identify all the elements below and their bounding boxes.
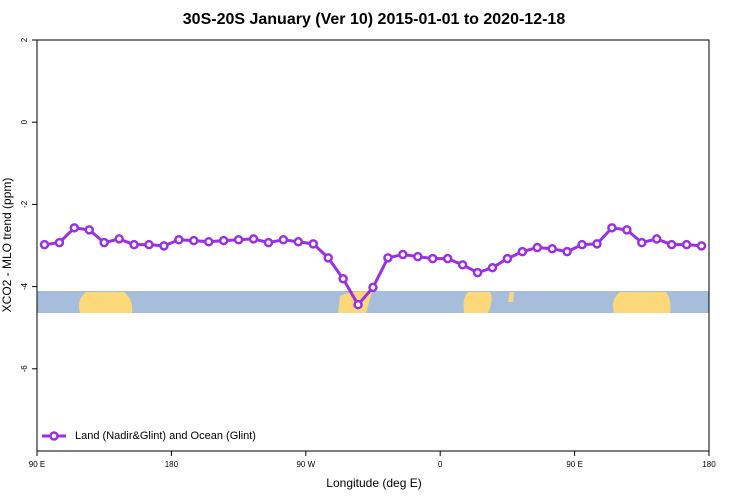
point: [457, 260, 468, 270]
point: [472, 267, 483, 278]
point: [84, 225, 95, 235]
point: [502, 253, 513, 264]
point: [159, 241, 169, 251]
point: [278, 234, 289, 245]
y-tick-label: -6: [20, 365, 29, 373]
point: [144, 239, 154, 250]
x-tick-label: 90 E: [29, 460, 45, 469]
point: [517, 246, 528, 257]
point: [248, 234, 259, 244]
point: [189, 235, 199, 246]
point: [442, 253, 453, 264]
point: [607, 223, 617, 233]
x-tick-label: 90 E: [566, 460, 582, 469]
x-tick-label: 0: [438, 460, 443, 469]
point: [129, 239, 139, 250]
point: [368, 282, 378, 293]
point: [338, 274, 348, 284]
point: [174, 234, 184, 245]
y-tick-label: 2: [20, 37, 29, 42]
point: [203, 237, 214, 247]
point: [637, 237, 647, 248]
point: [99, 237, 109, 248]
point: [39, 239, 50, 250]
point: [293, 237, 304, 247]
point: [622, 225, 632, 235]
point: [681, 239, 692, 250]
x-tick-label: 180: [165, 460, 179, 469]
point: [308, 239, 319, 249]
x-tick-label: 180: [702, 460, 716, 469]
point: [532, 242, 543, 253]
point: [651, 234, 662, 244]
point: [323, 253, 333, 263]
y-axis-label: XCO2 - MLO trend (ppm): [0, 178, 14, 313]
point: [592, 239, 602, 249]
y-tick-label: -2: [20, 200, 29, 208]
y-tick-label: -4: [20, 282, 29, 290]
chart-title: 30S-20S January (Ver 10) 2015-01-01 to 2…: [183, 11, 566, 28]
point: [353, 299, 363, 310]
point: [69, 223, 80, 233]
point: [577, 239, 587, 250]
point: [114, 234, 124, 244]
point: [263, 237, 274, 248]
point: [562, 246, 572, 257]
point: [427, 253, 438, 264]
plot-frame: [36, 39, 710, 452]
point: [233, 234, 244, 245]
point: [218, 235, 229, 246]
point: [696, 241, 707, 251]
legend-marker: [49, 431, 59, 441]
point: [398, 249, 408, 260]
point: [54, 237, 65, 248]
point: [413, 251, 423, 262]
point: [547, 244, 557, 254]
x-tick-label: 90 W: [296, 460, 315, 469]
point: [666, 239, 677, 250]
point: [487, 262, 498, 273]
point: [383, 253, 393, 263]
legend-label: Land (Nadir&Glint) and Ocean (Glint): [75, 430, 256, 442]
land-ocean-band: [37, 291, 709, 313]
x-axis-label: Longitude (deg E): [326, 476, 421, 490]
y-tick-label: 0: [20, 119, 29, 124]
